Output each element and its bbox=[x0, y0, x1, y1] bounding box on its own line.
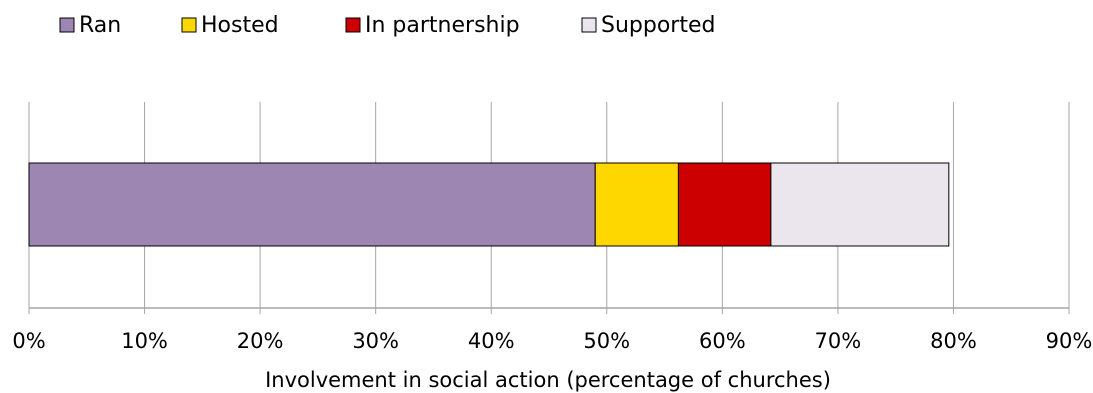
legend-item-in-partnership: In partnership bbox=[345, 13, 520, 38]
legend-swatch-supported bbox=[581, 17, 597, 33]
legend: Ran Hosted In partnership Supported bbox=[59, 13, 715, 38]
x-tick-label: 20% bbox=[237, 329, 284, 353]
x-axis-title: Involvement in social action (percentage… bbox=[265, 368, 831, 392]
bar-segment-ran bbox=[28, 162, 596, 247]
x-tick-label: 60% bbox=[699, 329, 746, 353]
x-tick-label: 70% bbox=[815, 329, 862, 353]
legend-item-supported: Supported bbox=[581, 13, 715, 38]
x-tick-label: 10% bbox=[121, 329, 168, 353]
legend-swatch-hosted bbox=[181, 17, 197, 33]
x-tick-label: 50% bbox=[583, 329, 630, 353]
x-tick-label: 0% bbox=[12, 329, 45, 353]
bar-segment-in-partnership bbox=[677, 162, 772, 247]
legend-label-ran: Ran bbox=[79, 13, 121, 38]
legend-swatch-ran bbox=[59, 17, 75, 33]
legend-item-hosted: Hosted bbox=[181, 13, 279, 38]
legend-label-supported: Supported bbox=[601, 13, 715, 38]
legend-label-hosted: Hosted bbox=[201, 13, 279, 38]
bars bbox=[28, 162, 950, 247]
x-tick-labels: 0% 10% 20% 30% 40% 50% 60% 70% 80% 90% bbox=[12, 308, 1092, 353]
x-tick-label: 80% bbox=[930, 329, 977, 353]
legend-swatch-in-partnership bbox=[345, 17, 361, 33]
bar-segment-supported bbox=[770, 162, 950, 247]
x-tick-label: 90% bbox=[1046, 329, 1093, 353]
x-tick-label: 30% bbox=[352, 329, 399, 353]
bar-segment-hosted bbox=[594, 162, 679, 247]
legend-label-in-partnership: In partnership bbox=[365, 13, 520, 38]
x-tick-label: 40% bbox=[468, 329, 515, 353]
legend-item-ran: Ran bbox=[59, 13, 121, 38]
